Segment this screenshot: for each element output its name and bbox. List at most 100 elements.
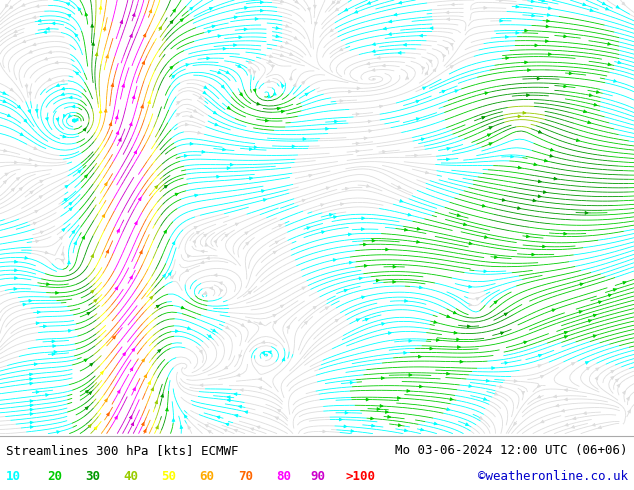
FancyArrowPatch shape bbox=[234, 393, 237, 395]
FancyArrowPatch shape bbox=[514, 380, 517, 382]
FancyArrowPatch shape bbox=[446, 158, 450, 161]
FancyArrowPatch shape bbox=[134, 151, 136, 154]
FancyArrowPatch shape bbox=[115, 116, 118, 119]
FancyArrowPatch shape bbox=[149, 10, 152, 13]
FancyArrowPatch shape bbox=[30, 378, 32, 380]
FancyArrowPatch shape bbox=[290, 53, 293, 55]
FancyArrowPatch shape bbox=[241, 324, 244, 326]
FancyArrowPatch shape bbox=[332, 1, 335, 4]
FancyArrowPatch shape bbox=[159, 26, 162, 30]
FancyArrowPatch shape bbox=[484, 6, 487, 9]
FancyArrowPatch shape bbox=[37, 311, 40, 314]
FancyArrowPatch shape bbox=[35, 210, 38, 213]
FancyArrowPatch shape bbox=[321, 231, 325, 233]
FancyArrowPatch shape bbox=[287, 326, 289, 329]
FancyArrowPatch shape bbox=[597, 91, 599, 94]
FancyArrowPatch shape bbox=[569, 72, 572, 74]
FancyArrowPatch shape bbox=[616, 5, 619, 8]
FancyArrowPatch shape bbox=[580, 283, 583, 286]
FancyArrowPatch shape bbox=[349, 90, 351, 93]
FancyArrowPatch shape bbox=[35, 164, 38, 167]
FancyArrowPatch shape bbox=[404, 299, 408, 302]
FancyArrowPatch shape bbox=[366, 185, 370, 187]
FancyArrowPatch shape bbox=[294, 37, 297, 39]
FancyArrowPatch shape bbox=[84, 175, 87, 178]
FancyArrowPatch shape bbox=[377, 56, 380, 59]
FancyArrowPatch shape bbox=[155, 186, 158, 189]
FancyArrowPatch shape bbox=[275, 417, 278, 419]
FancyArrowPatch shape bbox=[46, 393, 49, 396]
FancyArrowPatch shape bbox=[46, 27, 49, 30]
FancyArrowPatch shape bbox=[450, 66, 453, 68]
FancyArrowPatch shape bbox=[350, 381, 353, 384]
FancyArrowPatch shape bbox=[489, 143, 492, 146]
FancyArrowPatch shape bbox=[223, 48, 226, 50]
FancyArrowPatch shape bbox=[235, 429, 237, 432]
FancyArrowPatch shape bbox=[141, 105, 143, 108]
FancyArrowPatch shape bbox=[595, 377, 598, 380]
FancyArrowPatch shape bbox=[240, 389, 243, 392]
FancyArrowPatch shape bbox=[29, 92, 32, 95]
FancyArrowPatch shape bbox=[538, 130, 541, 133]
FancyArrowPatch shape bbox=[588, 319, 592, 322]
Text: 10: 10 bbox=[6, 470, 22, 483]
FancyArrowPatch shape bbox=[460, 360, 463, 363]
FancyArrowPatch shape bbox=[105, 109, 107, 112]
FancyArrowPatch shape bbox=[30, 404, 33, 407]
FancyArrowPatch shape bbox=[266, 119, 268, 122]
FancyArrowPatch shape bbox=[254, 89, 256, 92]
FancyArrowPatch shape bbox=[608, 294, 611, 296]
FancyArrowPatch shape bbox=[261, 190, 264, 193]
FancyArrowPatch shape bbox=[281, 110, 284, 113]
FancyArrowPatch shape bbox=[302, 81, 305, 84]
Text: 60: 60 bbox=[200, 470, 215, 483]
FancyArrowPatch shape bbox=[276, 35, 279, 38]
FancyArrowPatch shape bbox=[61, 259, 64, 262]
FancyArrowPatch shape bbox=[339, 418, 342, 421]
FancyArrowPatch shape bbox=[95, 53, 98, 56]
FancyArrowPatch shape bbox=[75, 72, 79, 75]
FancyArrowPatch shape bbox=[547, 20, 550, 23]
FancyArrowPatch shape bbox=[36, 322, 39, 324]
FancyArrowPatch shape bbox=[188, 426, 191, 429]
FancyArrowPatch shape bbox=[30, 191, 33, 194]
FancyArrowPatch shape bbox=[467, 325, 470, 328]
FancyArrowPatch shape bbox=[61, 93, 65, 96]
FancyArrowPatch shape bbox=[38, 19, 41, 22]
FancyArrowPatch shape bbox=[545, 159, 547, 162]
FancyArrowPatch shape bbox=[372, 424, 375, 427]
FancyArrowPatch shape bbox=[61, 87, 65, 90]
FancyArrowPatch shape bbox=[417, 241, 420, 243]
FancyArrowPatch shape bbox=[78, 170, 81, 173]
FancyArrowPatch shape bbox=[369, 130, 372, 132]
FancyArrowPatch shape bbox=[548, 53, 552, 55]
FancyArrowPatch shape bbox=[388, 332, 391, 335]
FancyArrowPatch shape bbox=[115, 287, 118, 290]
FancyArrowPatch shape bbox=[61, 252, 64, 255]
FancyArrowPatch shape bbox=[425, 72, 428, 74]
FancyArrowPatch shape bbox=[326, 127, 328, 130]
FancyArrowPatch shape bbox=[249, 61, 252, 63]
FancyArrowPatch shape bbox=[399, 199, 403, 202]
FancyArrowPatch shape bbox=[150, 296, 153, 299]
FancyArrowPatch shape bbox=[10, 6, 13, 9]
FancyArrowPatch shape bbox=[170, 21, 173, 24]
FancyArrowPatch shape bbox=[303, 138, 306, 141]
FancyArrowPatch shape bbox=[340, 48, 343, 51]
FancyArrowPatch shape bbox=[345, 8, 348, 11]
Text: >100: >100 bbox=[346, 470, 375, 483]
FancyArrowPatch shape bbox=[552, 309, 555, 312]
FancyArrowPatch shape bbox=[404, 228, 408, 231]
FancyArrowPatch shape bbox=[100, 110, 102, 113]
FancyArrowPatch shape bbox=[143, 34, 146, 37]
FancyArrowPatch shape bbox=[274, 321, 276, 324]
FancyArrowPatch shape bbox=[500, 332, 503, 335]
FancyArrowPatch shape bbox=[564, 398, 567, 401]
FancyArrowPatch shape bbox=[23, 303, 26, 306]
FancyArrowPatch shape bbox=[28, 110, 30, 113]
FancyArrowPatch shape bbox=[30, 400, 33, 402]
FancyArrowPatch shape bbox=[313, 5, 316, 8]
FancyArrowPatch shape bbox=[538, 354, 541, 357]
FancyArrowPatch shape bbox=[261, 1, 263, 3]
FancyArrowPatch shape bbox=[33, 222, 36, 225]
